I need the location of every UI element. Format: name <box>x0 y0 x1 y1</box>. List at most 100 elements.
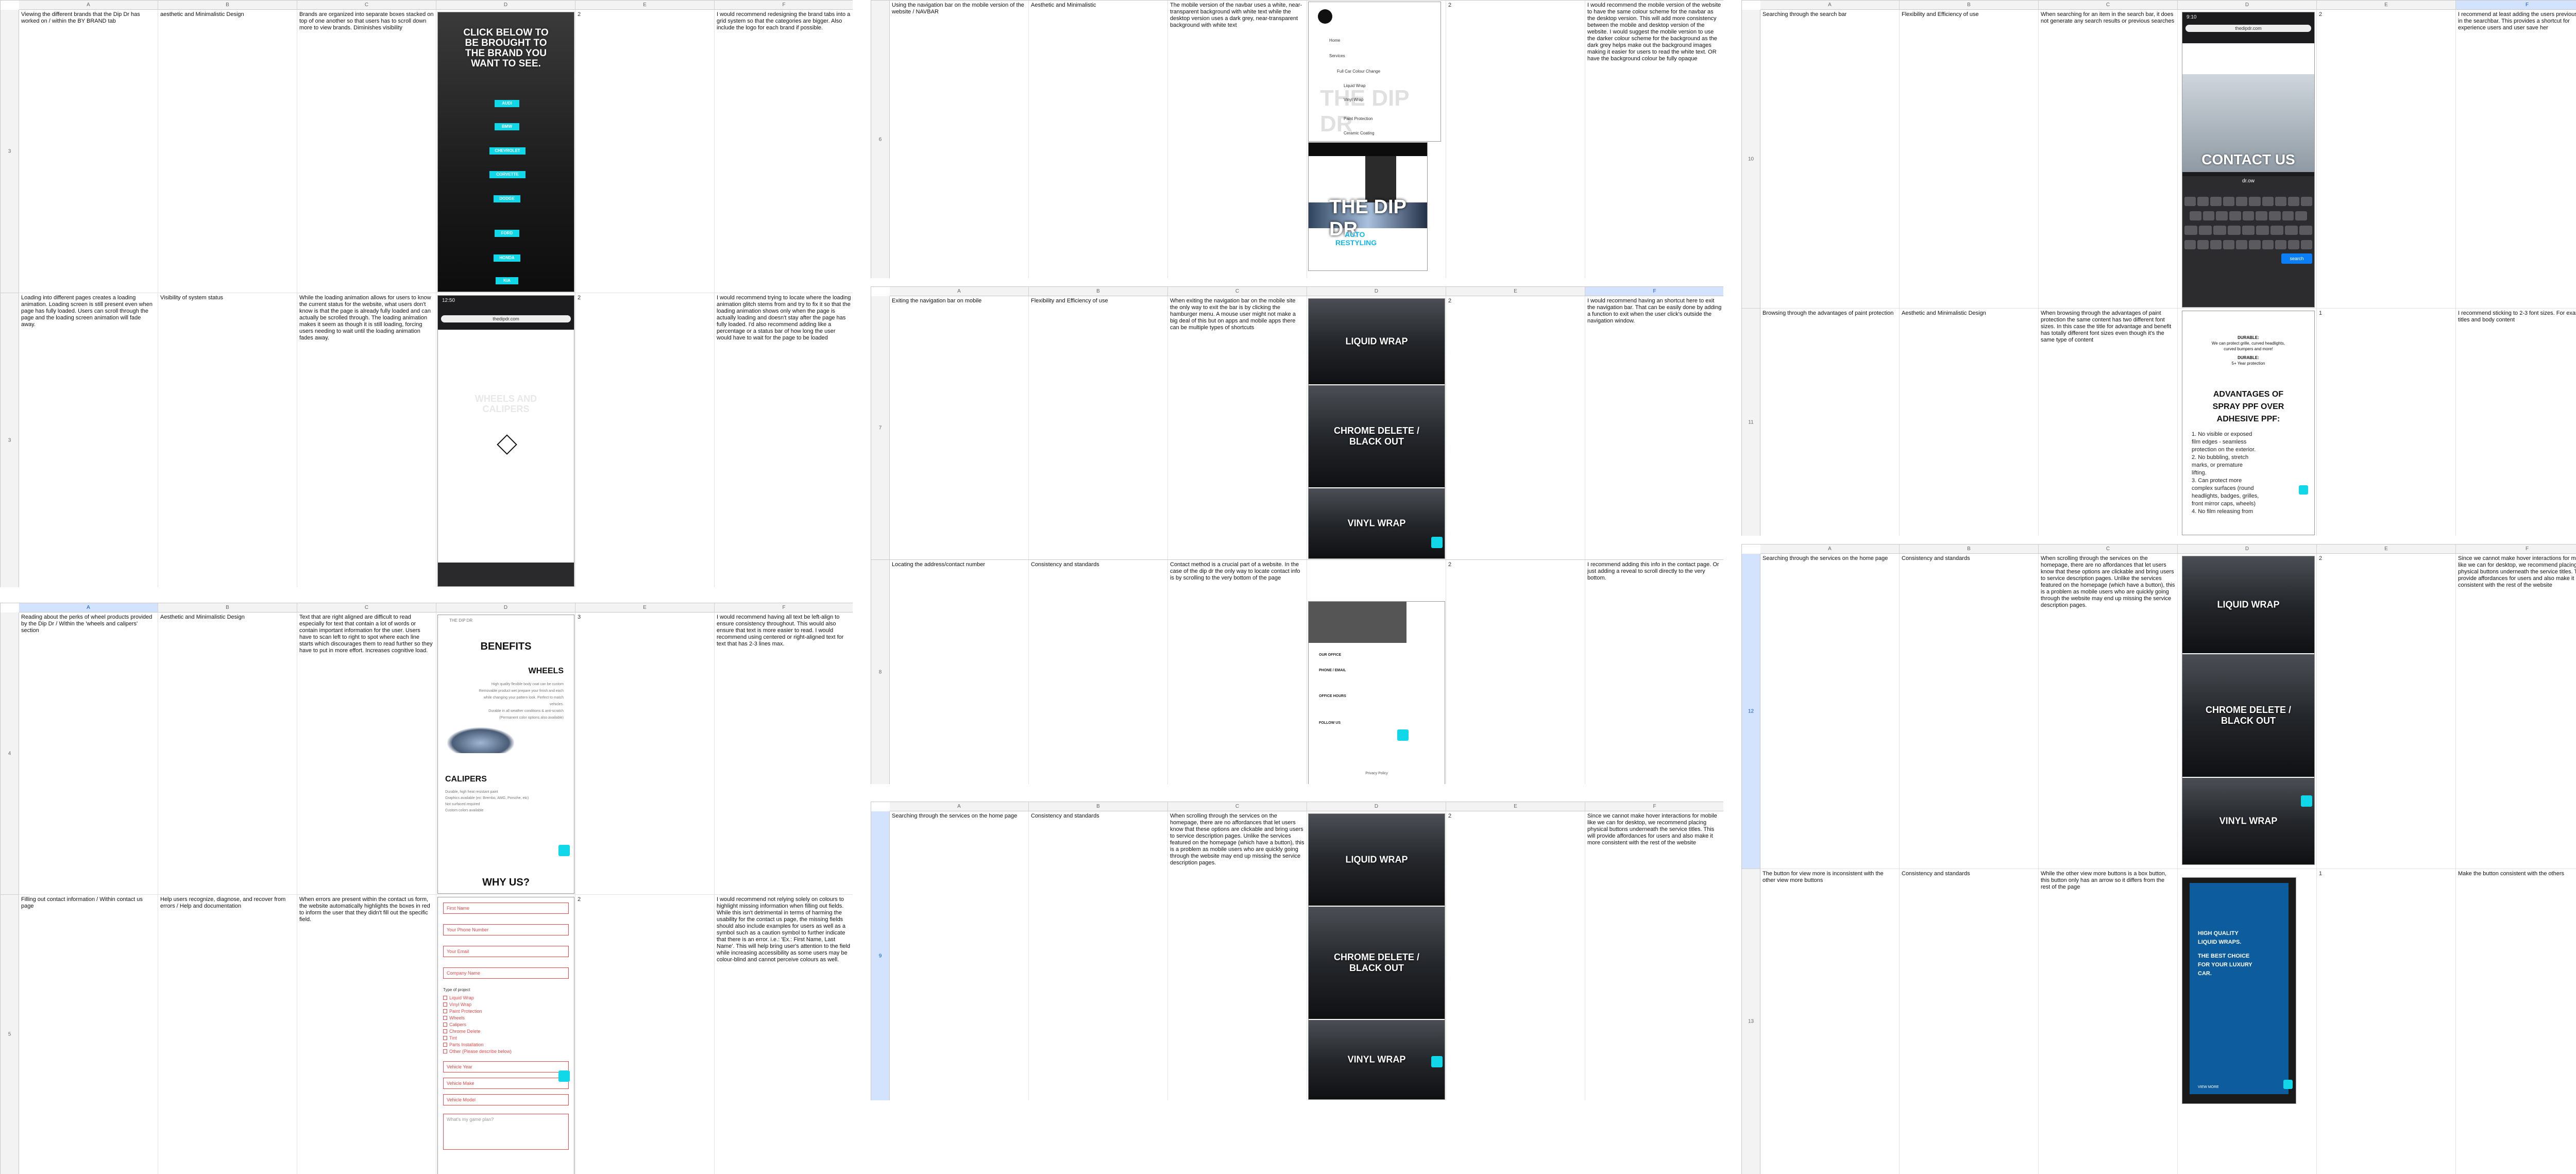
service-chrome-delete[interactable]: CHROME DELETE / BLACK OUT <box>2182 654 2314 778</box>
row-header[interactable]: 11 <box>1742 309 1760 536</box>
row-header[interactable]: 9 <box>871 811 890 1100</box>
chat-button[interactable] <box>1397 729 1409 741</box>
cell-recommendation[interactable]: Since we cannot make hover interactions … <box>2456 554 2576 869</box>
col-header-d[interactable]: D <box>2178 545 2317 554</box>
brand-button-honda[interactable]: HONDA <box>494 254 520 262</box>
cell-description[interactable]: When errors are present within the conta… <box>297 895 436 1174</box>
nav-item[interactable]: Liquid Wrap <box>1344 83 1366 88</box>
project-checkbox[interactable]: Vinyl Wrap <box>443 1002 471 1007</box>
brand-button-corvette[interactable]: CORVETTE <box>489 171 526 178</box>
cell-heuristic[interactable]: Consistency and standards <box>1900 869 2039 1174</box>
cell-heuristic[interactable]: Flexibility and Efficiency of use <box>1029 296 1168 559</box>
col-header-c[interactable]: C <box>297 1 436 10</box>
keyboard[interactable]: dr.ow search <box>2182 176 2314 307</box>
col-header-e[interactable]: E <box>2317 545 2456 554</box>
row-header[interactable]: 13 <box>1742 869 1760 1174</box>
row-header[interactable]: 3 <box>1 10 19 293</box>
nav-item[interactable]: Services <box>1329 54 1345 58</box>
service-chrome-delete[interactable]: CHROME DELETE / BLACK OUT <box>1309 385 1445 488</box>
cell-recommendation[interactable]: I would recommend not relying solely on … <box>715 895 853 1174</box>
nav-item[interactable]: Home <box>1329 38 1341 43</box>
chat-button[interactable] <box>2283 1080 2293 1089</box>
cell-problem[interactable]: Locating the address/contact number <box>890 560 1029 784</box>
cell-heuristic[interactable]: Visibility of system status <box>158 293 297 587</box>
cell-severity[interactable]: 1 <box>2317 869 2456 1174</box>
cell-description[interactable]: When scrolling through the services on t… <box>2039 554 2178 869</box>
project-checkbox[interactable]: Other (Please describe below) <box>443 1049 512 1054</box>
row-header[interactable]: 8 <box>871 560 890 784</box>
brand-button-kia[interactable]: KIA <box>496 277 518 284</box>
cell-problem[interactable]: Searching through the services on the ho… <box>1760 554 1900 869</box>
service-vinyl-wrap[interactable]: VINYL WRAP <box>1309 488 1445 558</box>
project-checkbox[interactable]: Liquid Wrap <box>443 995 474 1000</box>
col-header-d[interactable]: D <box>1307 802 1446 811</box>
chat-button[interactable] <box>2299 485 2308 495</box>
row-header[interactable]: 7 <box>871 296 890 559</box>
cell-screenshot[interactable] <box>436 895 575 1174</box>
cell-description[interactable]: The mobile version of the navbar uses a … <box>1168 1 1307 278</box>
cell-screenshot[interactable] <box>436 10 575 293</box>
project-checkbox[interactable]: Chrome Delete <box>443 1029 481 1034</box>
row-header[interactable]: 6 <box>871 1 890 278</box>
col-header-c[interactable]: C <box>1168 802 1307 811</box>
privacy-link[interactable]: Privacy Policy <box>1365 772 1388 775</box>
project-checkbox[interactable]: Parts Installation <box>443 1042 484 1047</box>
col-header-d[interactable]: D <box>2178 1 2317 10</box>
cell-problem[interactable]: Loading into different pages creates a l… <box>19 293 158 587</box>
service-liquid-wrap[interactable]: LIQUID WRAP <box>2182 556 2314 654</box>
view-more-link[interactable]: VIEW MORE <box>2198 1085 2219 1089</box>
cell-problem[interactable]: The button for view more is inconsistent… <box>1760 869 1900 1174</box>
cell-screenshot[interactable] <box>1307 811 1446 1100</box>
service-vinyl-wrap[interactable]: VINYL WRAP <box>2182 778 2314 864</box>
cell-problem[interactable]: Browsing through the advantages of paint… <box>1760 309 1900 536</box>
cell-heuristic[interactable]: Aesthetic and Minimalistic Design <box>158 612 297 895</box>
cell-description[interactable]: Contact method is a crucial part of a we… <box>1168 560 1307 784</box>
cell-description[interactable]: When browsing through the advantages of … <box>2039 309 2178 536</box>
brand-button-ford[interactable]: FORD <box>495 230 519 237</box>
cell-recommendation[interactable]: I recommend adding this info in the cont… <box>1585 560 1723 784</box>
cell-heuristic[interactable]: Consistency and standards <box>1900 554 2039 869</box>
cell-severity[interactable]: 1 <box>2317 309 2456 536</box>
col-header-a[interactable]: A <box>19 603 158 612</box>
cell-screenshot[interactable] <box>2178 309 2317 536</box>
col-header-f[interactable]: F <box>2456 545 2576 554</box>
search-key[interactable]: search <box>2281 253 2312 264</box>
col-header-b[interactable]: B <box>1029 802 1168 811</box>
cell-severity[interactable]: 2 <box>1446 1 1585 278</box>
col-header-f[interactable]: F <box>1585 287 1723 296</box>
col-header-f[interactable]: F <box>715 603 853 612</box>
col-header-a[interactable]: A <box>19 1 158 10</box>
url-bar[interactable]: thedipdr.com <box>441 315 571 322</box>
col-header-f[interactable]: F <box>2456 1 2576 10</box>
row-header[interactable]: 10 <box>1742 10 1760 309</box>
cell-screenshot[interactable] <box>1307 1 1446 278</box>
cell-problem[interactable]: Viewing the different brands that the Di… <box>19 10 158 293</box>
cell-problem[interactable]: Exiting the navigation bar on mobile <box>890 296 1029 559</box>
cell-severity[interactable]: 2 <box>1446 296 1585 559</box>
col-header-e[interactable]: E <box>1446 802 1585 811</box>
cell-description[interactable]: While the other view more buttons is a b… <box>2039 869 2178 1174</box>
brand-button-chevrolet[interactable]: CHEVROLET <box>489 147 526 155</box>
cell-heuristic[interactable]: Aesthetic and Minimalistic <box>1029 1 1168 278</box>
cell-description[interactable]: When exiting the navigation bar on the m… <box>1168 296 1307 559</box>
chat-button[interactable] <box>2301 795 2312 807</box>
company-field[interactable]: Company Name <box>443 967 569 979</box>
col-header-a[interactable]: A <box>890 802 1029 811</box>
cell-severity[interactable]: 2 <box>2317 10 2456 309</box>
cell-severity[interactable]: 3 <box>575 612 715 895</box>
col-header-f[interactable]: F <box>715 1 853 10</box>
brand-button-audi[interactable]: AUDI <box>495 100 519 107</box>
nav-item[interactable]: Full Car Colour Change <box>1337 69 1381 74</box>
cell-description[interactable]: While the loading animation allows for u… <box>297 293 436 587</box>
cell-severity[interactable]: 2 <box>575 10 715 293</box>
cell-screenshot[interactable] <box>2178 10 2317 309</box>
nav-item[interactable]: Vinyl Wrap <box>1344 97 1364 102</box>
row-header[interactable]: 12 <box>1742 554 1760 869</box>
row-header[interactable]: 3 <box>1 293 19 587</box>
project-checkbox[interactable]: Paint Protection <box>443 1009 482 1014</box>
col-header-b[interactable]: B <box>1900 545 2039 554</box>
cell-recommendation[interactable]: Make the button consistent with the othe… <box>2456 869 2576 1174</box>
chat-button[interactable] <box>558 1070 570 1082</box>
vehicle-year-field[interactable]: Vehicle Year <box>443 1061 569 1073</box>
cell-heuristic[interactable]: Consistency and standards <box>1029 560 1168 784</box>
